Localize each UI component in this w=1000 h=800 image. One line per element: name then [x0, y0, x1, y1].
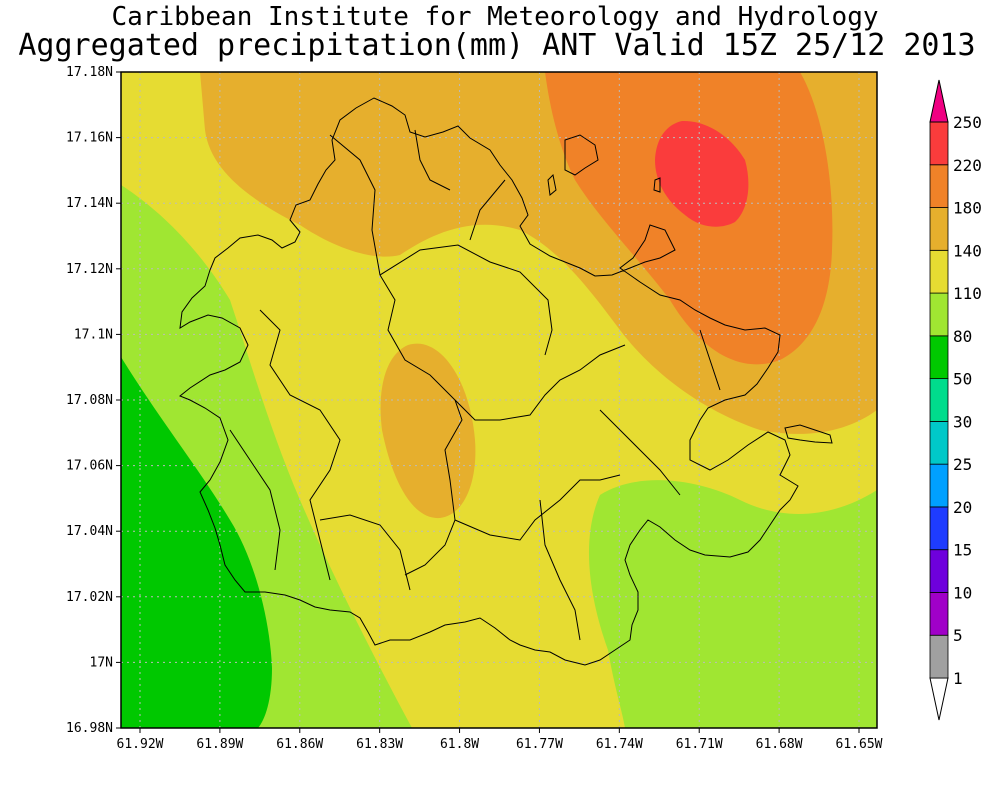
colorbar-level-label: 220	[953, 156, 982, 175]
islet-outline	[547, 173, 557, 196]
x-tick-label: 61.86W	[276, 737, 323, 752]
y-tick-label: 17.12N	[66, 262, 113, 277]
y-tick-label: 17.1N	[74, 327, 113, 342]
parish-line	[599, 409, 681, 496]
colorbar-swatch	[929, 207, 949, 251]
y-tick-label: 17.06N	[66, 459, 113, 474]
islet-outline	[653, 177, 661, 193]
x-tick-label: 61.77W	[516, 737, 563, 752]
colorbar-level-label: 180	[953, 199, 982, 218]
island-outline	[179, 97, 799, 666]
colorbar-level-label: 15	[953, 541, 972, 560]
x-tick-label: 61.74W	[596, 737, 643, 752]
field-region-140-180-center	[380, 343, 476, 519]
colorbar-swatch	[929, 292, 949, 337]
latitude-axis: 17.18N 17.16N 17.14N 17.12N 17.1N 17.08N 17.06…	[66, 65, 121, 736]
colorbar-level-label: 80	[953, 327, 972, 346]
colorbar-level-label: 10	[953, 583, 972, 602]
parish-line	[329, 134, 381, 276]
field-region-180-220	[545, 72, 833, 365]
colorbar-level-label: 140	[953, 241, 982, 260]
x-tick-label: 61.92W	[117, 737, 164, 752]
colorbar-swatch	[929, 634, 949, 679]
islet-outline	[784, 424, 833, 444]
colorbar-level-label: 110	[953, 284, 982, 303]
x-tick-label: 61.68W	[756, 737, 803, 752]
colorbar-level-label: 250	[953, 113, 982, 132]
x-tick-label: 61.65W	[836, 737, 883, 752]
y-tick-label: 17.18N	[66, 65, 113, 80]
x-tick-label: 61.71W	[676, 737, 723, 752]
parish-line	[454, 344, 626, 421]
colorbar-swatch	[929, 164, 949, 208]
y-tick-label: 17N	[90, 655, 113, 670]
colorbar-swatch	[929, 378, 949, 422]
y-tick-label: 17.02N	[66, 590, 113, 605]
parish-line	[259, 309, 341, 581]
parish-boundaries	[179, 97, 833, 666]
parish-line	[469, 179, 506, 241]
colorbar-level-label: 30	[953, 412, 972, 431]
colorbar-bottom-arrow	[929, 677, 949, 721]
colorbar-level-label: 1	[953, 669, 963, 688]
y-tick-label: 16.98N	[66, 721, 113, 736]
field-region-220-250	[655, 120, 749, 227]
colorbar-level-label: 20	[953, 498, 972, 517]
islet-outline	[564, 134, 599, 176]
institute-title: Caribbean Institute for Meteorology and …	[111, 2, 879, 32]
parish-line	[319, 514, 411, 591]
parish-line	[379, 274, 463, 576]
parish-line	[379, 244, 553, 356]
colorbar-swatch	[929, 335, 949, 380]
colorbar-top-arrow	[929, 79, 949, 123]
y-tick-label: 17.16N	[66, 131, 113, 146]
x-tick-label: 61.83W	[356, 737, 403, 752]
parish-line	[414, 129, 451, 191]
colorbar-level-label: 25	[953, 455, 972, 474]
colorbar-swatch	[929, 592, 949, 636]
parish-line	[454, 474, 621, 541]
longitude-axis: 61.92W 61.89W 61.86W 61.83W 61.8W 61.77W 61.74…	[117, 728, 883, 752]
parish-line	[539, 499, 581, 641]
colorbar-level-label: 5	[953, 626, 963, 645]
y-tick-label: 17.04N	[66, 524, 113, 539]
gridlines	[121, 72, 877, 728]
colorbar-level-label: 50	[953, 370, 972, 389]
parish-line	[229, 429, 281, 571]
colorbar-swatch	[929, 549, 949, 593]
x-tick-label: 61.89W	[196, 737, 243, 752]
parish-line	[699, 329, 721, 391]
colorbar-swatch	[929, 121, 949, 166]
y-tick-label: 17.08N	[66, 393, 113, 408]
y-tick-label: 17.14N	[66, 196, 113, 211]
field-region-50-80	[121, 357, 272, 728]
colorbar-swatch	[929, 506, 949, 551]
colorbar-swatch	[929, 463, 949, 508]
colorbar-swatch	[929, 420, 949, 465]
map-title: Aggregated precipitation(mm) ANT Valid 1…	[18, 28, 976, 63]
x-tick-label: 61.8W	[440, 737, 479, 752]
colorbar-swatch	[929, 249, 949, 294]
